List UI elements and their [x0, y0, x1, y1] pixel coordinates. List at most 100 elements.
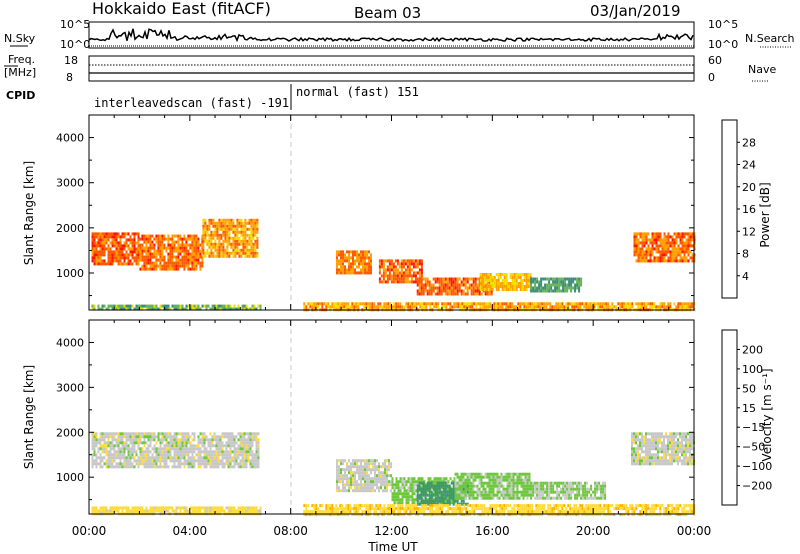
power-cell — [576, 277, 579, 281]
velocity-cell — [407, 477, 410, 481]
velocity-cell — [251, 459, 254, 463]
velocity-cell — [348, 468, 350, 472]
power-cell — [420, 286, 423, 290]
velocity-cell — [209, 459, 212, 463]
velocity-cell — [113, 435, 116, 439]
velocity-cell — [604, 487, 607, 491]
velocity-cell — [364, 468, 366, 472]
power-cell — [685, 241, 688, 245]
velocity-cell — [219, 509, 222, 513]
power-cell — [171, 246, 174, 250]
power-cell — [242, 230, 245, 234]
velocity-cell — [205, 509, 208, 513]
power-cell — [177, 261, 180, 265]
power-cell — [364, 268, 366, 272]
power-cell — [653, 259, 656, 263]
power-cell — [655, 259, 658, 263]
power-cell — [677, 305, 680, 309]
power-cell — [546, 286, 549, 290]
velocity-cell — [407, 486, 410, 490]
power-cell — [564, 289, 567, 293]
velocity-cell — [155, 459, 158, 463]
velocity-cell — [372, 483, 374, 487]
velocity-cell — [556, 481, 559, 485]
power-cell — [165, 307, 168, 311]
power-cell — [669, 250, 672, 254]
power-cell — [564, 280, 567, 284]
velocity-cell — [249, 465, 252, 469]
power-cell — [382, 259, 385, 263]
power-cell — [418, 259, 421, 263]
velocity-cell — [360, 480, 362, 484]
power-cell — [637, 259, 640, 263]
velocity-cell — [91, 441, 94, 445]
power-cell — [689, 250, 692, 254]
power-cell — [619, 305, 622, 309]
velocity-cell — [546, 481, 549, 485]
velocity-cell — [420, 481, 423, 485]
power-cell — [93, 256, 96, 260]
power-cell — [352, 271, 354, 275]
velocity-cell — [468, 478, 471, 482]
velocity-cell — [109, 462, 112, 466]
power-cell — [252, 230, 255, 234]
power-cell — [554, 283, 557, 287]
power-cell — [206, 227, 209, 231]
velocity-cell — [215, 441, 218, 445]
power-cell — [691, 235, 694, 239]
velocity-cell — [401, 495, 404, 499]
velocity-cell — [217, 441, 220, 445]
velocity-cell — [386, 480, 388, 484]
velocity-cell — [657, 438, 659, 442]
velocity-cell — [245, 462, 248, 466]
power-cell — [641, 250, 644, 254]
power-cell — [390, 262, 393, 266]
power-cell — [143, 264, 146, 268]
power-cell — [673, 253, 676, 257]
velocity-cell — [659, 456, 661, 460]
power-cell — [426, 289, 429, 293]
velocity-cell — [117, 506, 120, 510]
power-cell — [327, 305, 330, 309]
power-cell — [390, 274, 393, 278]
power-cell — [208, 251, 211, 255]
velocity-cell — [655, 432, 657, 436]
velocity-cell — [133, 432, 136, 436]
velocity-cell — [470, 481, 473, 485]
power-cell — [336, 250, 338, 254]
velocity-cell — [207, 459, 210, 463]
velocity-cell — [560, 487, 563, 491]
velocity-cell — [598, 484, 601, 488]
velocity-cell — [462, 487, 465, 491]
power-cell — [485, 285, 488, 288]
velocity-cell — [133, 441, 136, 445]
velocity-cell — [179, 447, 182, 451]
power-cell — [450, 289, 453, 293]
power-cell — [256, 245, 259, 249]
power-cell — [677, 253, 680, 257]
velocity-cell — [113, 450, 116, 454]
power-cell — [193, 264, 196, 268]
velocity-cell — [659, 438, 661, 442]
power-cell — [681, 232, 684, 236]
power-cell — [398, 265, 401, 269]
power-cell — [175, 240, 178, 244]
power-cell — [155, 267, 158, 271]
velocity-cell — [123, 444, 126, 448]
velocity-cell — [179, 506, 182, 510]
power-cell — [244, 221, 247, 225]
power-cell — [157, 307, 160, 311]
velocity-cell — [524, 493, 527, 497]
power-cell — [568, 280, 571, 284]
power-cell — [487, 288, 490, 291]
velocity-cell — [175, 465, 178, 469]
power-cell — [535, 302, 538, 306]
velocity-cell — [645, 447, 647, 451]
velocity-cell — [147, 432, 150, 436]
power-cell — [663, 241, 666, 245]
velocity-cell — [450, 490, 453, 494]
velocity-cell — [113, 447, 116, 451]
velocity-heatmap — [91, 432, 696, 517]
power-cell — [189, 261, 192, 265]
velocity-cell — [550, 496, 553, 500]
